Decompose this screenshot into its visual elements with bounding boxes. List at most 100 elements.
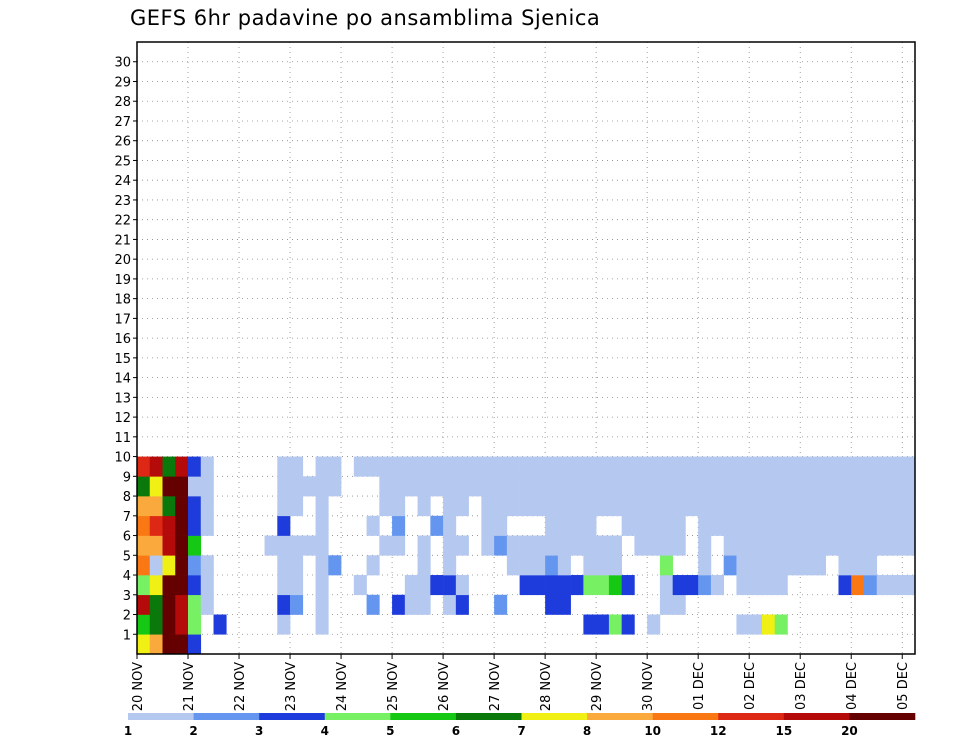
y-tick-label: 11 (114, 431, 131, 446)
heatmap-cell (430, 575, 444, 596)
heatmap-cell (557, 575, 571, 596)
y-tick-label: 25 (114, 154, 131, 169)
heatmap-cell (710, 515, 724, 536)
colorbar-label: 2 (189, 724, 197, 738)
heatmap-cell (430, 456, 444, 477)
heatmap-cell (545, 496, 559, 517)
heatmap-cell (494, 535, 508, 556)
heatmap-cell (723, 476, 737, 497)
heatmap-cell (417, 575, 431, 596)
heatmap-cell (315, 575, 329, 596)
heatmap-cell (596, 456, 610, 477)
heatmap-cell (736, 456, 750, 477)
heatmap-cell (494, 456, 508, 477)
heatmap-cell (379, 456, 393, 477)
y-tick-label: 6 (123, 530, 131, 545)
heatmap-cell (468, 476, 482, 497)
heatmap-cell (404, 594, 418, 615)
heatmap-cell (851, 496, 865, 517)
heatmap-cell (749, 575, 763, 596)
heatmap-cell (698, 456, 712, 477)
heatmap-cell (545, 575, 559, 596)
y-tick-label: 27 (114, 115, 131, 130)
heatmap-cell (608, 575, 622, 596)
y-tick-label: 19 (114, 273, 131, 288)
heatmap-cell (634, 535, 648, 556)
heatmap-cell (315, 555, 329, 576)
heatmap-cell (787, 555, 801, 576)
heatmap-cell (596, 575, 610, 596)
heatmap-cell (315, 535, 329, 556)
heatmap-cell (583, 614, 597, 635)
heatmap-cell (532, 456, 546, 477)
heatmap-cell (851, 555, 865, 576)
heatmap-cell (736, 496, 750, 517)
heatmap-cell (889, 456, 903, 477)
heatmap-cell (672, 456, 686, 477)
heatmap-cell (506, 535, 520, 556)
x-tick-label: 29 NOV (590, 662, 605, 711)
heatmap-cell (137, 614, 151, 635)
heatmap-cell (710, 496, 724, 517)
heatmap-cell (175, 594, 189, 615)
y-tick-label: 24 (114, 174, 131, 189)
heatmap-cell (162, 535, 176, 556)
y-tick-label: 2 (123, 609, 131, 624)
heatmap-cell (889, 515, 903, 536)
y-tick-label: 22 (114, 214, 131, 229)
colorbar-label: 7 (517, 724, 525, 738)
heatmap-cell (851, 476, 865, 497)
heatmap-cell (608, 456, 622, 477)
colorbar-segment (259, 713, 326, 720)
heatmap-cell (736, 575, 750, 596)
heatmap-cell (162, 456, 176, 477)
colorbar-label: 12 (710, 724, 727, 738)
heatmap-cell (443, 476, 457, 497)
colorbar-segment (587, 713, 653, 720)
heatmap-cell (290, 594, 304, 615)
colorbar-label: 20 (841, 724, 858, 738)
heatmap-cell (315, 496, 329, 517)
heatmap-cell (213, 614, 227, 635)
y-tick-label: 7 (123, 510, 131, 525)
y-tick-label: 23 (114, 194, 131, 209)
heatmap-cell (443, 594, 457, 615)
heatmap-cell (162, 496, 176, 517)
heatmap-cell (532, 555, 546, 576)
heatmap-cell (430, 476, 444, 497)
heatmap-cell (506, 496, 520, 517)
heatmap-cell (162, 634, 176, 655)
heatmap-cell (545, 476, 559, 497)
y-tick-label: 29 (114, 75, 131, 90)
heatmap-cell (749, 555, 763, 576)
heatmap-cell (659, 555, 673, 576)
y-tick-label: 10 (114, 451, 131, 466)
heatmap-cell (404, 575, 418, 596)
heatmap-cell (749, 476, 763, 497)
heatmap-cell (863, 456, 878, 477)
heatmap-cell (812, 535, 827, 556)
heatmap-cell (392, 515, 406, 536)
x-tick-label: 25 NOV (386, 662, 401, 711)
heatmap-cell (583, 496, 597, 517)
heatmap-cell (863, 555, 878, 576)
y-tick-label: 13 (114, 391, 131, 406)
heatmap-cell (647, 456, 661, 477)
heatmap-cell (621, 614, 635, 635)
heatmap-cell (545, 515, 559, 536)
colorbar-label: 15 (775, 724, 792, 738)
heatmap-cell (519, 476, 533, 497)
heatmap-cell (723, 555, 737, 576)
y-tick-label: 21 (114, 233, 131, 248)
heatmap-cell (506, 555, 520, 576)
heatmap-cell (774, 515, 788, 536)
heatmap-cell (736, 555, 750, 576)
heatmap-cell (787, 515, 801, 536)
colorbar-label: 5 (386, 724, 394, 738)
heatmap-cell (863, 476, 878, 497)
heatmap-cell (825, 535, 839, 556)
heatmap-cell (876, 476, 890, 497)
heatmap-cell (557, 476, 571, 497)
heatmap-cell (379, 535, 393, 556)
plot-frame (136, 41, 916, 655)
